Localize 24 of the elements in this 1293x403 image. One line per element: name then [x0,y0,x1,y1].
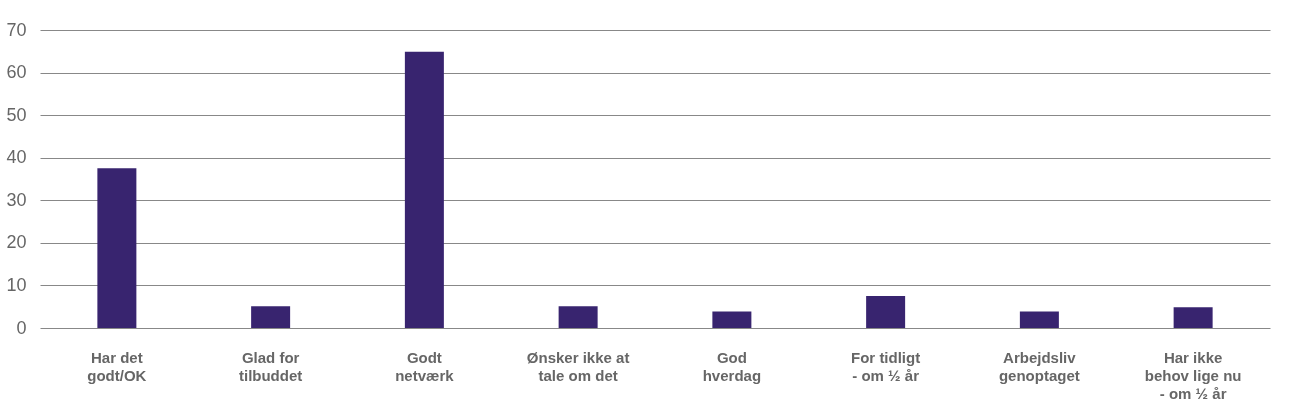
bar [866,296,906,328]
y-tick-label: 30 [6,189,27,210]
x-tick-label: Ønsker ikke at tale om det [526,348,630,384]
bar [712,311,752,328]
y-tick-label: 0 [16,317,27,338]
x-tick-label: Har ikke behov lige nu - om ½ år [1144,348,1242,402]
y-tick-label: 50 [6,104,27,125]
y-tick-label: 60 [6,62,27,83]
y-tick-label: 10 [6,274,27,295]
bar [558,306,598,328]
x-tick-label: Har det godt/OK [87,348,147,384]
x-tick-label: Godt netværk [395,348,455,384]
bar [251,306,291,328]
x-tick-label: Glad for tilbuddet [238,348,303,384]
x-tick-label: For tidligt - om ½ år [851,348,921,384]
y-tick-label: 40 [6,147,27,168]
y-tick-label: 20 [6,232,27,253]
x-tick-label: God hverdag [702,348,762,384]
y-tick-label: 70 [6,19,27,40]
bar [404,51,444,328]
bar [1173,307,1213,328]
bar [1019,311,1059,328]
bar [97,168,137,328]
x-tick-label: Arbejdsliv genoptaget [998,348,1080,384]
